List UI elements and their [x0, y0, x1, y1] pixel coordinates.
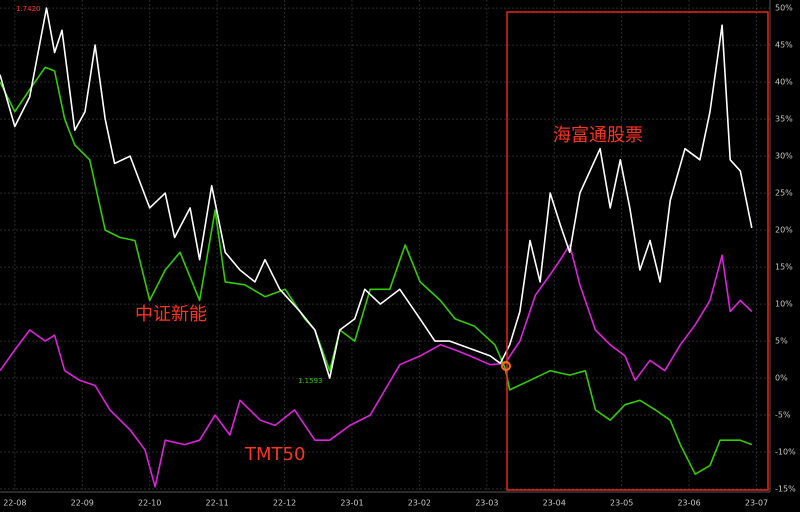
start-marker: [501, 361, 511, 371]
x-tick-label: 23-07: [745, 499, 768, 508]
x-tick-label: 23-06: [677, 499, 700, 508]
grid: [0, 0, 770, 492]
x-tick-label: 23-03: [475, 499, 498, 508]
y-tick-label: 10%: [775, 300, 793, 309]
y-tick-label: 35%: [775, 115, 793, 124]
series-line: [0, 244, 753, 488]
x-tick-label: 22-11: [205, 499, 228, 508]
x-tick-label: 23-01: [340, 499, 363, 508]
x-tick-label: 23-02: [408, 499, 431, 508]
series-line: [0, 66, 753, 475]
x-tick-label: 22-09: [71, 499, 94, 508]
y-tick-label: 30%: [775, 152, 793, 161]
series-line: [0, 7, 753, 379]
highlight-box: [506, 11, 769, 491]
y-tick-label: -15%: [775, 485, 796, 494]
y-tick-label: 25%: [775, 189, 793, 198]
x-tick-label: 23-04: [543, 499, 566, 508]
x-tick-label: 22-08: [3, 499, 26, 508]
y-tick-label: 40%: [775, 78, 793, 87]
y-tick-label: 15%: [775, 263, 793, 272]
y-tick-label: -10%: [775, 448, 796, 457]
y-tick-label: 50%: [775, 4, 793, 13]
series-label: 海富通股票: [553, 125, 643, 146]
series-label: 中证新能: [135, 304, 207, 325]
y-tick-label: -5%: [775, 411, 791, 420]
lines: [0, 7, 753, 488]
y-tick-label: 45%: [775, 41, 793, 50]
x-tick-label: 23-05: [610, 499, 633, 508]
x-tick-label: 22-10: [138, 499, 161, 508]
x-tick-label: 22-12: [273, 499, 296, 508]
series-label: TMT50: [244, 444, 305, 465]
high-label: 1.7420: [16, 5, 41, 13]
y-tick-label: 0%: [775, 374, 788, 383]
y-tick-label: 20%: [775, 226, 793, 235]
y-tick-label: 5%: [775, 337, 788, 346]
low-label: 1.1593: [298, 377, 323, 385]
